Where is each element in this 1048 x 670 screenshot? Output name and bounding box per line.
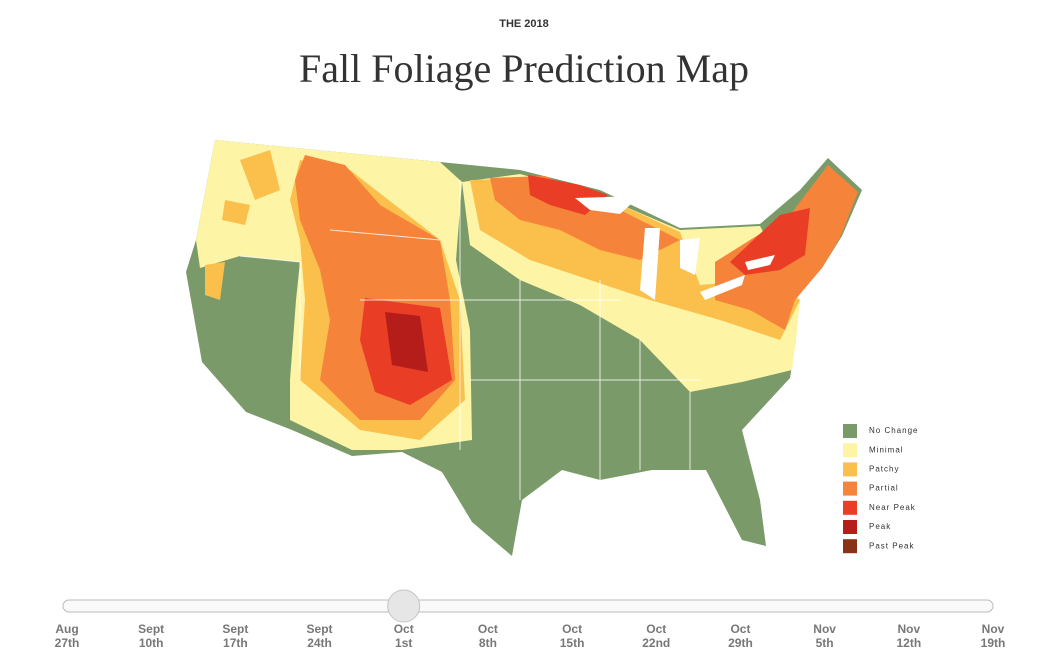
slider-month[interactable]: Oct [730,622,750,636]
legend-swatch [843,424,857,438]
legend-swatch [843,500,857,515]
slider-day[interactable]: 12th [896,636,921,650]
legend-label: Near Peak [869,503,916,512]
slider-month[interactable]: Oct [394,622,414,636]
legend-swatch [843,443,857,458]
slider-month[interactable]: Sept [307,622,333,636]
legend-label: No Change [869,426,918,435]
slider-day[interactable]: 17th [223,636,248,650]
slider-day[interactable]: 1st [395,636,412,650]
slider-day[interactable]: 19th [981,636,1006,650]
region-patchy [205,150,280,300]
slider-day[interactable]: 22nd [642,636,670,650]
slider-month[interactable]: Sept [138,622,164,636]
slider-month[interactable]: Aug [55,622,78,636]
region-near-peak [730,208,810,275]
legend-label: Patchy [869,465,899,474]
legend: No Change Minimal Patchy Partial Near Peak Pe… [843,424,918,554]
legend-label: Partial [869,484,899,493]
slider-day[interactable]: 29th [728,636,753,650]
lake [575,196,775,300]
slider-labels: Aug27thSept10thSept17thSept24thOct1stOct… [55,622,1006,650]
slider-track[interactable] [62,599,994,613]
legend-label: Past Peak [869,541,914,550]
slider-day[interactable]: 5th [816,636,834,650]
slider-month[interactable]: Nov [897,622,920,636]
title: Fall Foliage Prediction Map [299,46,749,91]
region-peak [385,312,428,372]
slider-month[interactable]: Sept [222,622,248,636]
slider-day[interactable]: 10th [139,636,164,650]
slider-month[interactable]: Oct [562,622,582,636]
slider-month[interactable]: Nov [982,622,1005,636]
slider-day[interactable]: 27th [55,636,80,650]
slider-month[interactable]: Oct [478,622,498,636]
slider[interactable] [62,589,994,623]
legend-swatch [843,481,857,496]
slider-month[interactable]: Oct [646,622,666,636]
legend-swatch [843,520,857,534]
legend-swatch [843,539,857,554]
slider-day[interactable]: 8th [479,636,497,650]
map [186,140,862,556]
kicker: THE 2018 [499,18,549,30]
slider-month[interactable]: Nov [813,622,836,636]
slider-thumb[interactable] [387,589,421,623]
legend-label: Peak [869,522,891,531]
legend-swatch [843,462,857,477]
legend-label: Minimal [869,445,904,454]
slider-day[interactable]: 24th [307,636,332,650]
state-borders [239,180,700,500]
slider-day[interactable]: 15th [560,636,585,650]
